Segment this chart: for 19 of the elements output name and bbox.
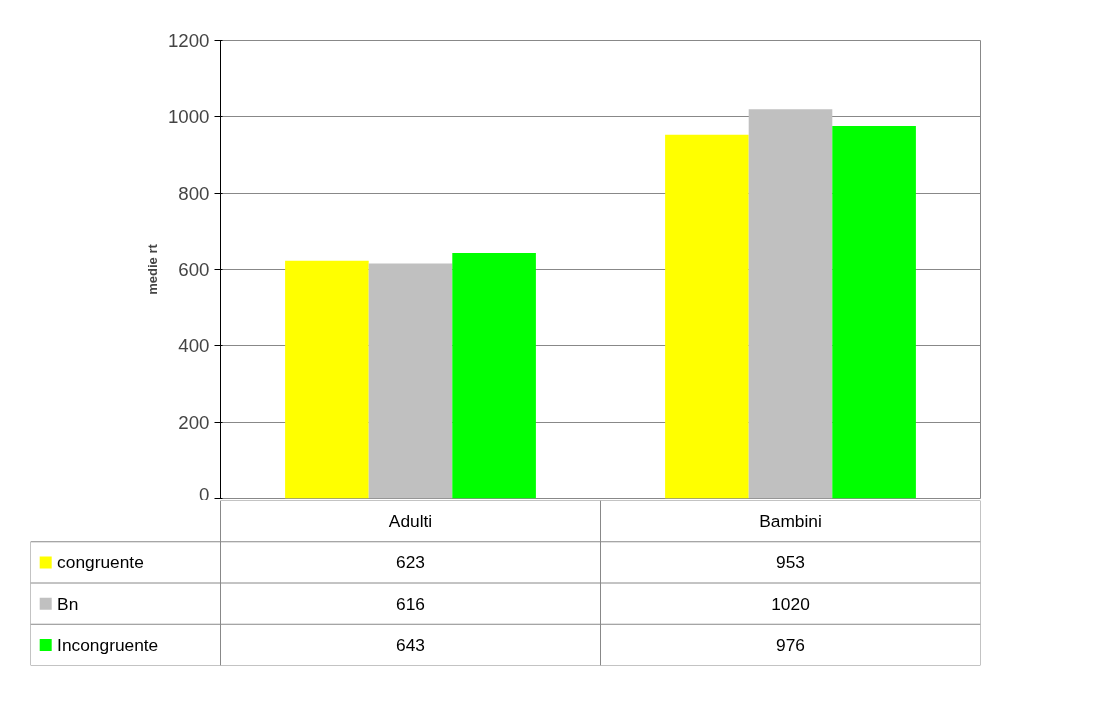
y-axis-title: medie rt <box>145 243 160 295</box>
legend-label: congruente <box>57 552 144 573</box>
y-tick-label: 1000 <box>168 106 210 128</box>
data-label: 623 <box>396 552 425 573</box>
data-label: 1020 <box>771 593 810 614</box>
y-tick-label: 0 <box>199 483 210 505</box>
y-tick-label: 800 <box>178 182 210 204</box>
x-tick-label: Adulti <box>388 511 433 532</box>
legend-label: Incongruente <box>57 634 159 655</box>
y-tick-label: 1200 <box>168 30 210 51</box>
data-label: 976 <box>776 634 805 655</box>
y-tick-label: 200 <box>178 411 210 433</box>
legend-label: Bn <box>57 593 79 614</box>
data-label: 643 <box>396 634 425 655</box>
x-tick-label: Bambini <box>759 511 822 532</box>
data-label: 953 <box>776 552 805 573</box>
y-tick-label: 600 <box>178 259 210 280</box>
data-label: 616 <box>396 593 425 614</box>
y-tick-label: 400 <box>178 335 210 357</box>
